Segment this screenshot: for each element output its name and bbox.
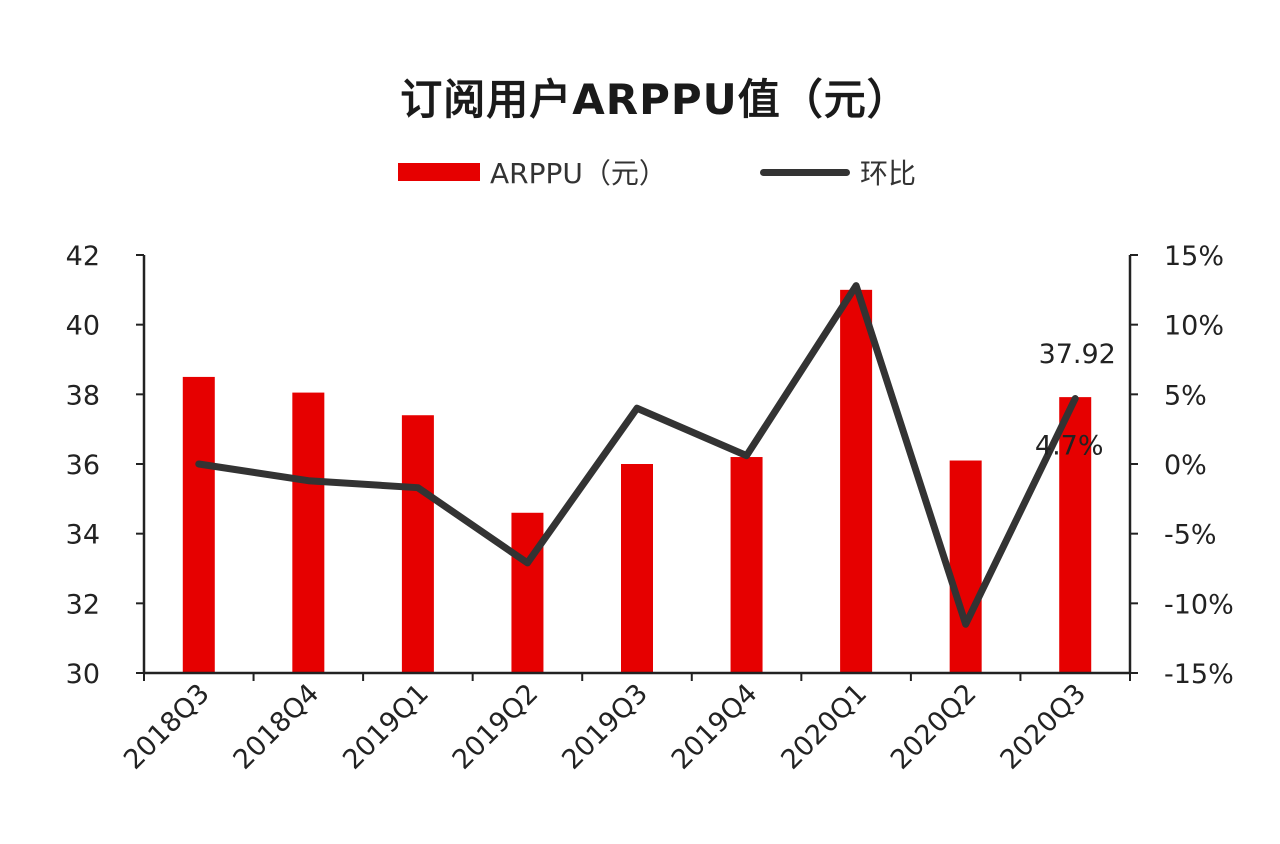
ratio-point-2019Q1 [414,484,421,491]
bar-2019Q2 [511,512,544,673]
right-tick-label: 5% [1164,380,1207,411]
ratio-point-2020Q3 [1072,395,1079,402]
x-category-label: 2020Q1 [775,678,873,776]
bar-2019Q4 [730,457,763,673]
x-category-label: 2020Q3 [994,678,1092,776]
right-tick-label: -15% [1164,659,1234,690]
ratio-point-2020Q2 [962,621,969,628]
legend-item-arppu: ARPPU（元） [398,152,667,192]
legend: ARPPU（元） 环比 [0,152,1280,192]
chart-title: 订阅用户ARPPU值（元） [400,75,910,124]
bar-2019Q3 [621,464,653,673]
right-tick-label: 15% [1164,241,1224,272]
legend-label-ratio: 环比 [860,157,917,190]
bar-2019Q1 [401,415,434,673]
x-category-label: 2018Q3 [118,678,216,776]
right-tick-label: -10% [1164,589,1234,620]
x-category-label: 2019Q3 [556,678,654,776]
bar-2020Q2 [949,460,982,673]
x-category-label: 2020Q2 [885,678,983,776]
x-category-label: 2019Q2 [447,678,545,776]
legend-swatch-line [760,168,850,176]
left-tick-label: 32 [66,589,100,620]
right-tick-label: 0% [1164,450,1207,481]
left-tick-label: 38 [66,380,100,411]
x-category-label: 2019Q1 [337,678,435,776]
left-tick-label: 42 [66,241,100,272]
legend-item-ratio: 环比 [760,152,916,192]
ratio-point-2018Q3 [195,461,202,467]
right-tick-label: 10% [1164,311,1224,342]
x-category-label: 2019Q4 [666,678,764,776]
ratio-point-2019Q2 [524,559,531,566]
legend-swatch-bar [398,163,480,181]
left-tick-label: 40 [66,311,100,342]
legend-label-arppu: ARPPU（元） [490,157,667,190]
ratio-point-2019Q4 [743,452,750,459]
left-tick-label: 34 [66,520,100,551]
right-tick-label: -5% [1164,520,1217,551]
left-tick-label: 30 [66,659,100,690]
ratio-point-2018Q4 [305,477,312,484]
bar-2020Q1 [840,289,873,673]
bar-2020Q3 [1059,397,1092,673]
ratio-point-2020Q1 [853,282,860,289]
ratio-point-2019Q3 [634,405,640,412]
bar-2018Q3 [182,376,215,673]
bar-2018Q4 [292,392,325,673]
left-tick-label: 36 [66,450,100,481]
data-label-ratio: 4.7% [1035,431,1104,462]
x-category-label: 2018Q4 [228,678,326,776]
data-label-arppu: 37.92 [1039,339,1116,370]
